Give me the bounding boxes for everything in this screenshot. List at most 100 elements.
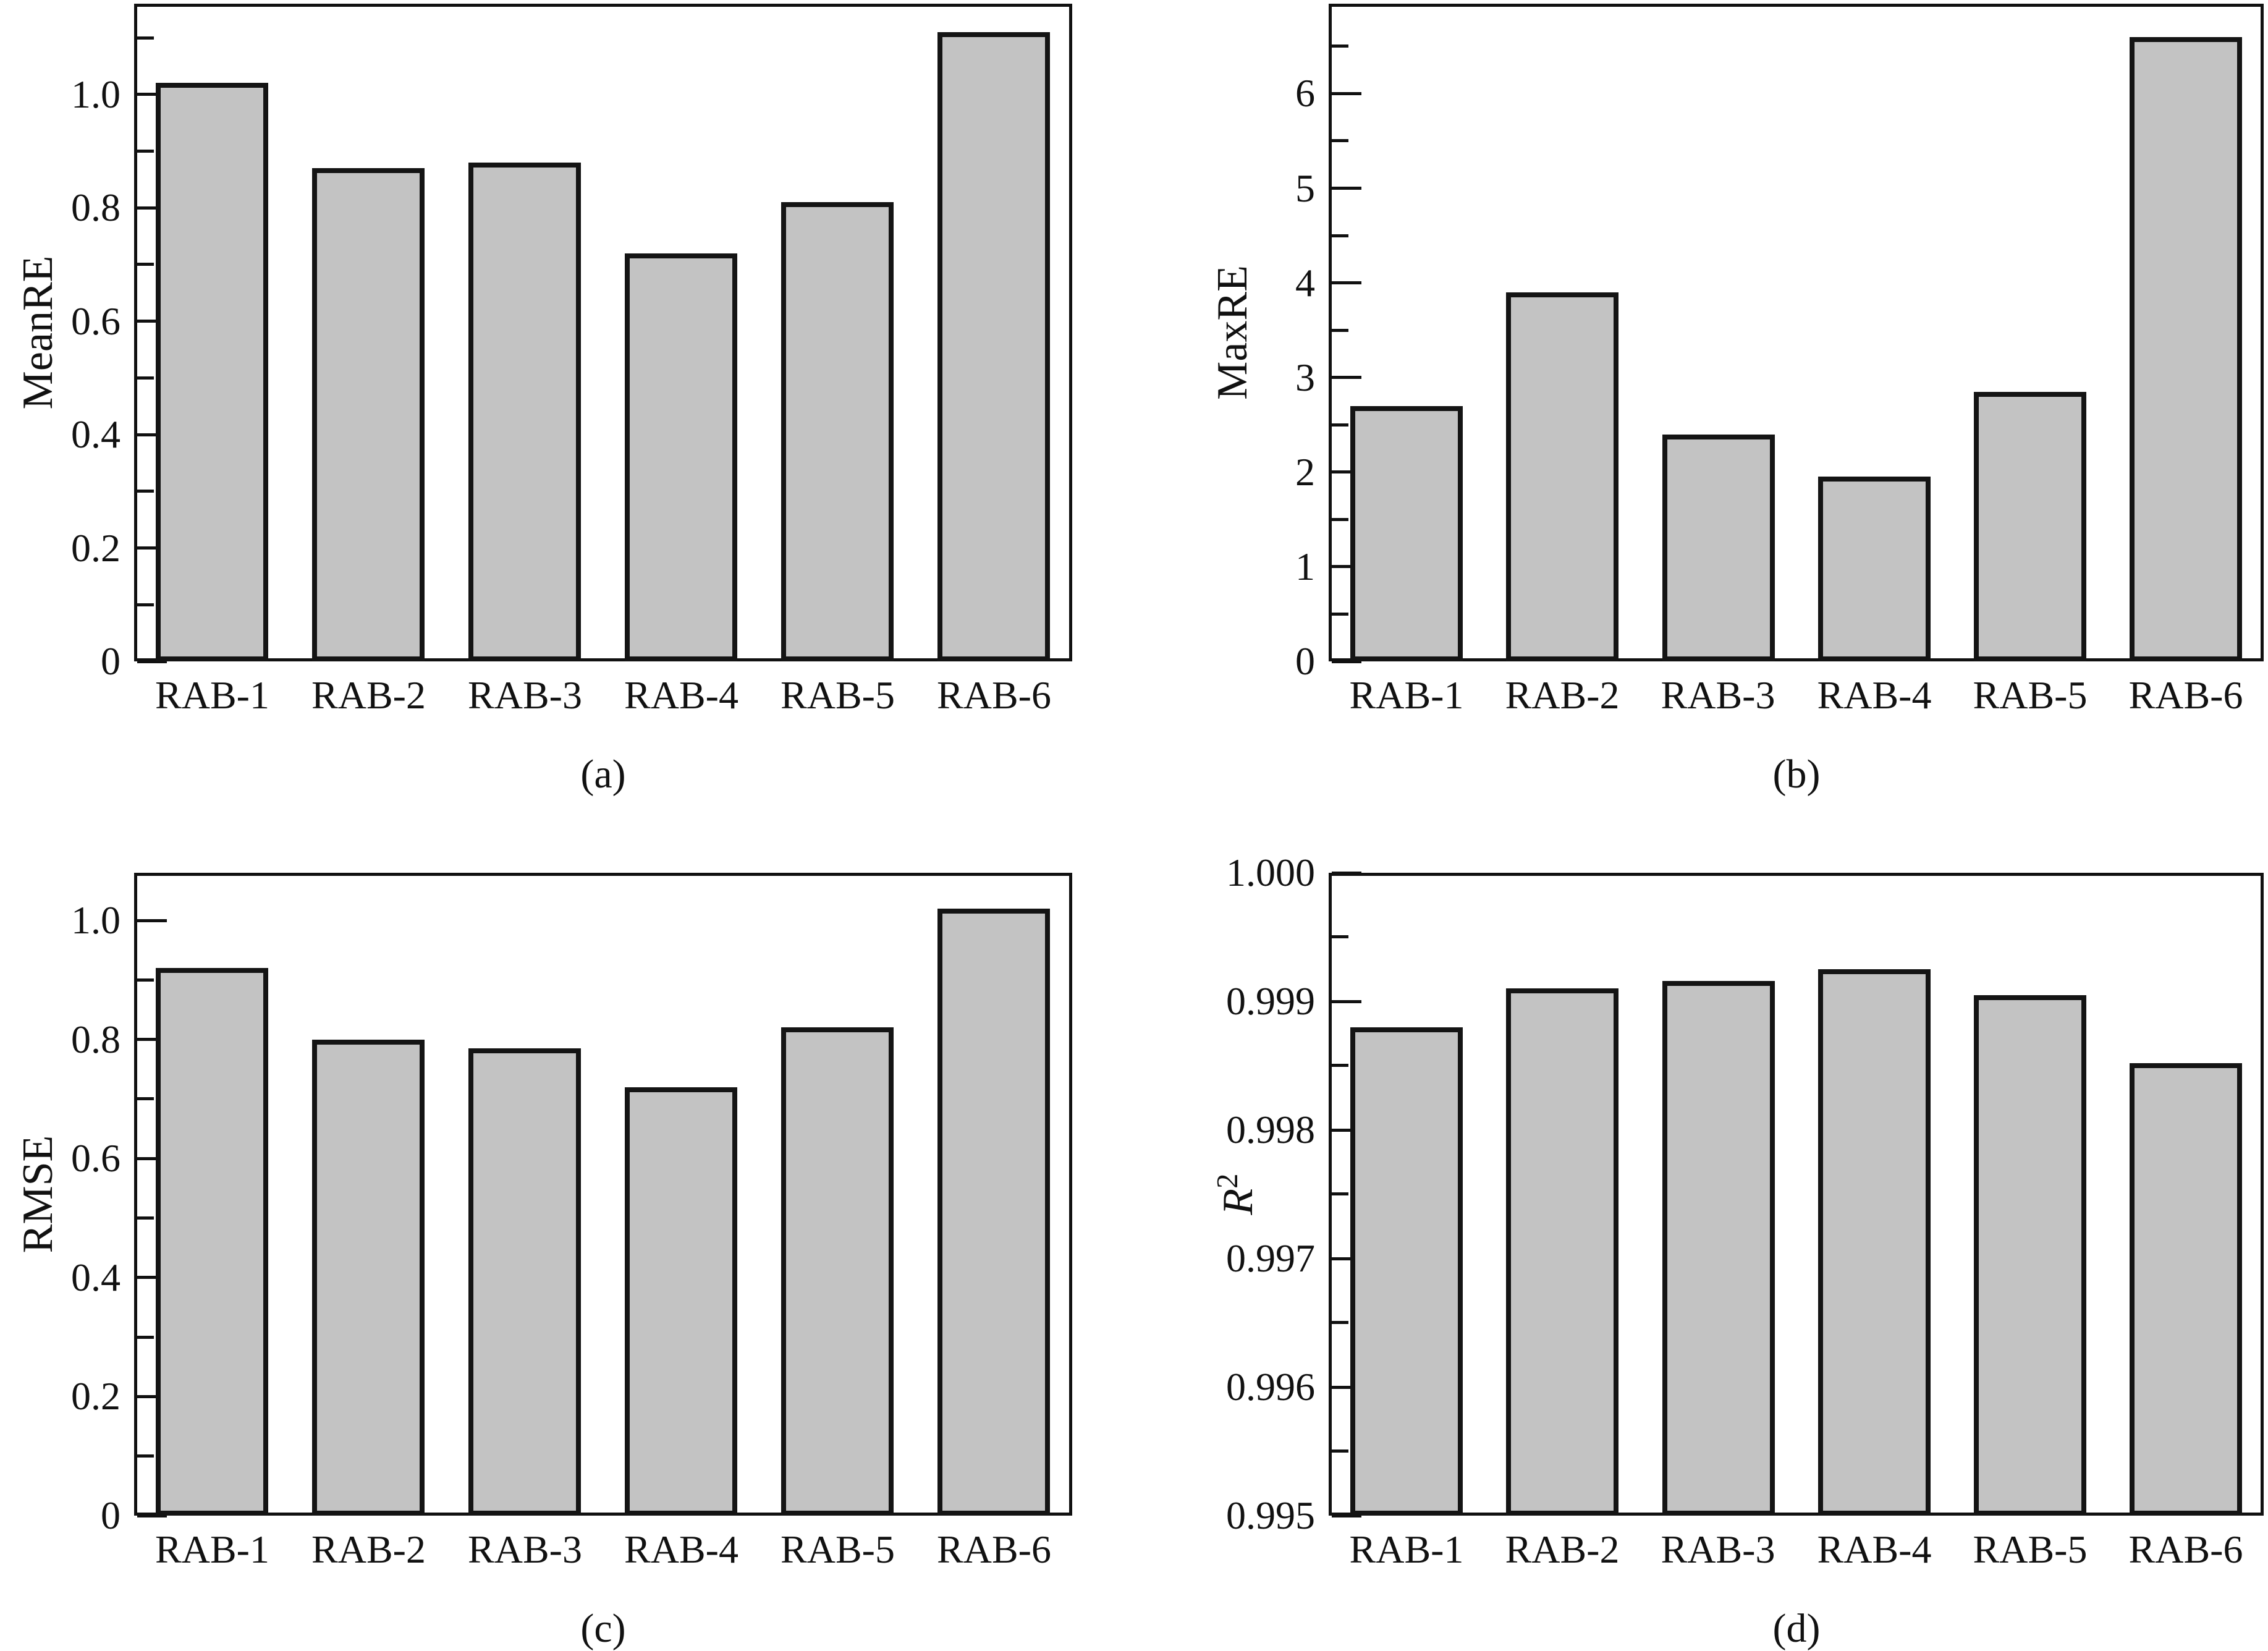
y-tick-label: 0.4: [71, 412, 121, 456]
y-major-tick: [1332, 1514, 1361, 1517]
x-category-label: RAB-2: [311, 673, 426, 717]
bar-rab-5: [781, 202, 894, 661]
y-major-tick: [137, 1395, 167, 1398]
y-tick-label: 2: [1295, 450, 1315, 494]
y-tick-label: 1: [1295, 545, 1315, 588]
y-major-tick: [137, 546, 167, 550]
bar-rab-3: [1662, 435, 1775, 661]
y-major-tick: [1332, 1129, 1361, 1132]
y-major-tick: [137, 1514, 167, 1517]
y-major-tick: [1332, 872, 1361, 875]
x-category-label: RAB-1: [155, 1527, 269, 1571]
y-axis-title: MeanRE: [14, 255, 62, 410]
y-tick-label: 0.2: [71, 526, 121, 570]
panel-d-r2-chart: 0.995 0.996 0.997 0.998 0.999 1.000 RAB-1 RAB-2…: [1134, 823, 2268, 1649]
x-category-label: RAB-5: [1973, 673, 2088, 717]
plot-area: [1329, 873, 2264, 1516]
bar-rab-2: [1506, 292, 1618, 661]
y-minor-tick: [1332, 613, 1348, 616]
y-tick-label: 1.0: [71, 72, 121, 116]
y-major-tick: [137, 206, 167, 210]
bar-rab-1: [156, 83, 268, 661]
y-minor-tick: [1332, 1064, 1348, 1067]
bar-rab-6: [2130, 37, 2242, 661]
bar-rab-1: [1350, 1027, 1463, 1516]
panel-caption: (c): [580, 1606, 626, 1651]
bar-rab-4: [1818, 477, 1931, 661]
x-category-label: RAB-3: [468, 673, 582, 717]
y-major-tick: [1332, 92, 1361, 95]
y-minor-tick: [137, 1097, 154, 1100]
y-minor-tick: [137, 603, 154, 606]
x-category-label: RAB-2: [1505, 1527, 1620, 1571]
y-tick-label: 1.0: [71, 898, 121, 942]
y-major-tick: [137, 320, 167, 323]
y-major-tick: [1332, 1386, 1361, 1389]
x-category-label: RAB-4: [624, 1527, 738, 1571]
panel-c-rmse-chart: 0 0.2 0.4 0.6 0.8 1.0 RAB-1 RAB-2 RAB-3 RAB-4 RAB-…: [0, 823, 1134, 1651]
bar-rab-3: [468, 163, 581, 661]
y-major-tick: [137, 660, 167, 663]
x-category-label: RAB-1: [1349, 1527, 1464, 1571]
x-category-label: RAB-6: [937, 1527, 1051, 1571]
y-major-tick: [1332, 660, 1361, 663]
bar-rab-5: [781, 1027, 894, 1516]
x-category-label: RAB-3: [1661, 673, 1775, 717]
x-category-label: RAB-4: [1817, 673, 1932, 717]
x-category-label: RAB-6: [2128, 1527, 2243, 1571]
x-category-label: RAB-5: [781, 673, 895, 717]
y-axis-title: RMSE: [14, 1135, 62, 1254]
y-major-tick: [137, 1038, 167, 1041]
y-minor-tick: [1332, 45, 1348, 48]
y-major-tick: [137, 1276, 167, 1279]
y-major-tick: [1332, 1000, 1361, 1003]
plot-area: [134, 4, 1072, 661]
x-category-label: RAB-5: [1973, 1527, 2088, 1571]
y-tick-label: 5: [1295, 166, 1315, 210]
bar-rab-3: [468, 1048, 581, 1516]
x-category-label: RAB-4: [1817, 1527, 1932, 1571]
y-major-tick: [1332, 187, 1361, 190]
y-minor-tick: [1332, 1449, 1348, 1453]
y-tick-label: 3: [1295, 355, 1315, 399]
y-axis-title: R2: [1209, 1173, 1263, 1215]
y-tick-label: 0: [101, 639, 121, 683]
x-category-label: RAB-3: [468, 1527, 582, 1571]
x-category-label: RAB-1: [1349, 673, 1464, 717]
y-minor-tick: [1332, 139, 1348, 142]
plot-area: [1329, 4, 2264, 661]
y-major-tick: [1332, 470, 1361, 473]
y-major-tick: [137, 93, 167, 96]
x-category-label: RAB-6: [2128, 673, 2243, 717]
bar-rab-6: [937, 909, 1050, 1516]
y-tick-label: 0.8: [71, 185, 121, 229]
y-tick-label: 0.996: [1226, 1365, 1315, 1409]
y-minor-tick: [1332, 1321, 1348, 1324]
y-tick-label: 1.000: [1226, 851, 1315, 894]
y-tick-label: 0: [1295, 639, 1315, 683]
y-minor-tick: [1332, 935, 1348, 938]
y-minor-tick: [1332, 234, 1348, 237]
panel-b-maxre-chart: 0 1 2 3 4 5 6 RAB-1 RAB-2 RAB-3 RAB-4 RAB-5 RAB-6 Max…: [1134, 0, 2268, 823]
x-category-label: RAB-1: [155, 673, 269, 717]
y-minor-tick: [137, 263, 154, 266]
bar-rab-5: [1974, 995, 2086, 1516]
panel-caption: (b): [1772, 752, 1821, 797]
y-axis-title: MaxRE: [1209, 265, 1256, 400]
y-major-tick: [1332, 565, 1361, 568]
y-minor-tick: [137, 1454, 154, 1458]
y-tick-label: 0.6: [71, 299, 121, 343]
y-minor-tick: [137, 1336, 154, 1339]
y-tick-label: 6: [1295, 71, 1315, 115]
y-major-tick: [137, 1157, 167, 1160]
plot-area: [134, 873, 1072, 1516]
bar-rab-5: [1974, 392, 2086, 661]
y-tick-label: 0: [101, 1493, 121, 1537]
bar-rab-6: [937, 32, 1050, 661]
panel-caption: (a): [580, 752, 626, 797]
y-major-tick: [137, 919, 167, 922]
y-tick-label: 0.997: [1226, 1236, 1315, 1280]
y-minor-tick: [137, 36, 154, 40]
bar-rab-1: [156, 968, 268, 1516]
